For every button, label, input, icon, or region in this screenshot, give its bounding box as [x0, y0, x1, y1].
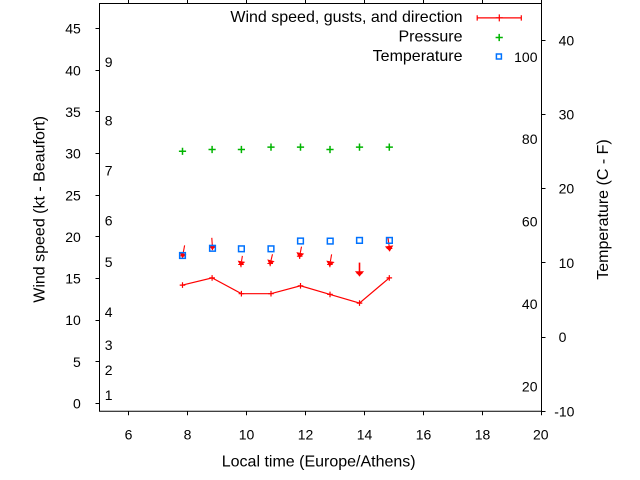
svg-text:20: 20: [559, 181, 575, 197]
svg-text:60: 60: [522, 214, 538, 230]
svg-text:10: 10: [559, 255, 575, 271]
svg-text:3: 3: [105, 337, 113, 353]
svg-text:20: 20: [65, 229, 81, 245]
svg-text:12: 12: [298, 426, 314, 442]
svg-text:9: 9: [105, 54, 113, 70]
svg-text:0: 0: [559, 329, 567, 345]
svg-text:Local time (Europe/Athens): Local time (Europe/Athens): [222, 453, 416, 470]
svg-text:35: 35: [65, 104, 81, 120]
svg-text:30: 30: [559, 107, 575, 123]
svg-text:7: 7: [105, 162, 113, 178]
svg-text:30: 30: [65, 146, 81, 162]
svg-text:1: 1: [105, 387, 113, 403]
svg-text:5: 5: [73, 354, 81, 370]
svg-text:20: 20: [533, 426, 549, 442]
svg-text:6: 6: [105, 212, 113, 228]
svg-text:2: 2: [105, 362, 113, 378]
svg-text:20: 20: [522, 379, 538, 395]
svg-text:18: 18: [475, 426, 491, 442]
svg-text:16: 16: [416, 426, 432, 442]
svg-text:14: 14: [357, 426, 373, 442]
svg-text:Temperature (C - F): Temperature (C - F): [595, 139, 612, 279]
svg-text:Pressure: Pressure: [398, 29, 462, 46]
svg-text:Temperature: Temperature: [373, 48, 463, 65]
svg-text:80: 80: [522, 131, 538, 147]
svg-text:10: 10: [65, 312, 81, 328]
svg-text:100: 100: [514, 49, 538, 65]
svg-text:4: 4: [105, 304, 113, 320]
svg-text:8: 8: [105, 112, 113, 128]
svg-text:Wind speed, gusts, and directi: Wind speed, gusts, and direction: [230, 9, 462, 26]
svg-text:8: 8: [184, 426, 192, 442]
svg-text:0: 0: [73, 396, 81, 412]
svg-text:15: 15: [65, 271, 81, 287]
svg-text:10: 10: [239, 426, 255, 442]
svg-text:40: 40: [65, 62, 81, 78]
svg-text:45: 45: [65, 21, 81, 37]
svg-text:40: 40: [522, 296, 538, 312]
svg-text:Wind speed (kt - Beaufort): Wind speed (kt - Beaufort): [32, 116, 49, 303]
svg-text:5: 5: [105, 254, 113, 270]
svg-text:40: 40: [559, 32, 575, 48]
svg-text:25: 25: [65, 187, 81, 203]
svg-text:-10: -10: [554, 403, 574, 419]
svg-text:6: 6: [125, 426, 133, 442]
